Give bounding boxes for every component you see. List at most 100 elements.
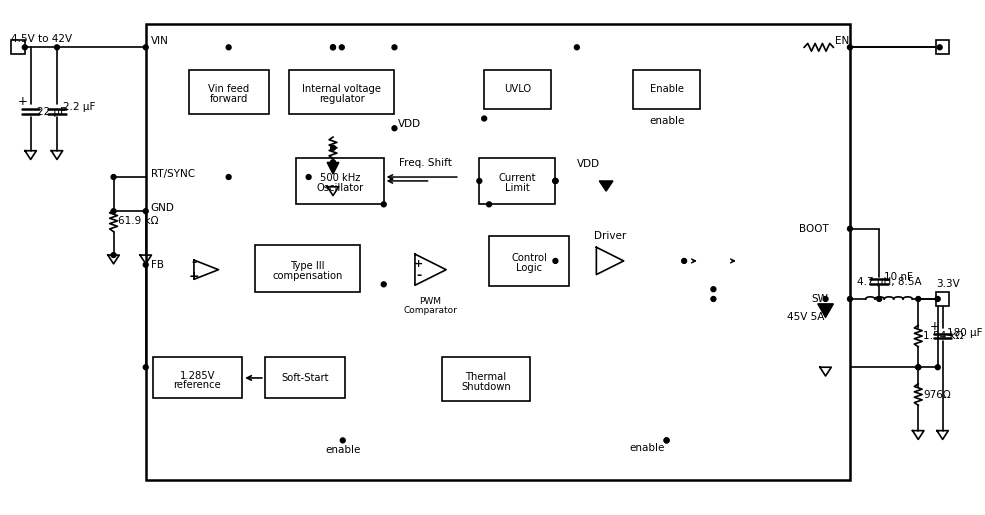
- Circle shape: [227, 175, 231, 179]
- Circle shape: [143, 262, 148, 267]
- Text: compensation: compensation: [273, 271, 343, 281]
- Circle shape: [847, 226, 852, 231]
- Circle shape: [381, 282, 386, 287]
- Circle shape: [553, 259, 558, 263]
- Bar: [296, 158, 384, 204]
- Text: Control: Control: [511, 253, 547, 264]
- Circle shape: [331, 145, 336, 150]
- Circle shape: [23, 45, 28, 50]
- Text: BOOT: BOOT: [799, 224, 828, 234]
- Text: 1.54 kΩ: 1.54 kΩ: [923, 331, 963, 341]
- Bar: [485, 70, 551, 109]
- Text: +: +: [18, 95, 28, 109]
- Circle shape: [143, 45, 148, 50]
- Circle shape: [392, 126, 397, 131]
- Polygon shape: [599, 181, 613, 191]
- Text: GND: GND: [151, 203, 174, 213]
- Text: 4.5V to 42V: 4.5V to 42V: [11, 33, 72, 44]
- Text: 10 nF: 10 nF: [885, 272, 913, 283]
- Circle shape: [227, 45, 231, 50]
- Text: regulator: regulator: [319, 94, 364, 104]
- Text: EN: EN: [835, 36, 850, 46]
- Circle shape: [553, 179, 558, 183]
- Polygon shape: [327, 162, 339, 174]
- Circle shape: [341, 438, 345, 443]
- Circle shape: [331, 160, 336, 165]
- Circle shape: [553, 179, 558, 183]
- Circle shape: [553, 179, 558, 183]
- Polygon shape: [194, 260, 219, 279]
- Text: Shutdown: Shutdown: [461, 382, 511, 392]
- Circle shape: [331, 45, 336, 50]
- Circle shape: [331, 45, 336, 50]
- Circle shape: [392, 45, 397, 50]
- Circle shape: [823, 297, 828, 301]
- Text: VIN: VIN: [151, 36, 168, 46]
- Circle shape: [877, 297, 882, 301]
- Text: Current: Current: [498, 174, 536, 183]
- Text: enable: enable: [649, 115, 685, 126]
- Text: Soft-Start: Soft-Start: [281, 373, 328, 383]
- Circle shape: [711, 297, 716, 301]
- Circle shape: [111, 209, 116, 214]
- Circle shape: [331, 160, 336, 165]
- Text: UVLO: UVLO: [503, 84, 531, 94]
- Text: 22 μF: 22 μF: [37, 107, 66, 117]
- Text: VDD: VDD: [577, 159, 600, 169]
- Circle shape: [847, 45, 852, 50]
- Bar: [153, 357, 242, 399]
- Bar: [480, 158, 556, 204]
- Bar: [11, 41, 25, 54]
- Bar: [442, 357, 530, 401]
- Text: 2.2 μF: 2.2 μF: [63, 102, 96, 112]
- Bar: [255, 245, 361, 292]
- Text: reference: reference: [173, 380, 222, 390]
- Circle shape: [664, 438, 669, 443]
- Text: +: +: [188, 270, 199, 283]
- Text: Comparator: Comparator: [404, 306, 457, 315]
- Text: +: +: [930, 320, 940, 333]
- Text: FB: FB: [151, 260, 164, 270]
- Text: 976Ω: 976Ω: [923, 389, 951, 400]
- Bar: [936, 41, 950, 54]
- Text: 1.285V: 1.285V: [179, 370, 215, 381]
- Text: Thermal: Thermal: [466, 372, 506, 382]
- Circle shape: [143, 365, 148, 370]
- Circle shape: [664, 438, 669, 443]
- Text: PWM: PWM: [420, 297, 441, 306]
- Text: 180 μF: 180 μF: [948, 328, 983, 338]
- Text: Limit: Limit: [505, 183, 530, 193]
- Polygon shape: [596, 247, 624, 274]
- Circle shape: [938, 45, 942, 50]
- Circle shape: [143, 209, 148, 214]
- Text: Vin feed: Vin feed: [208, 84, 249, 94]
- Circle shape: [936, 297, 940, 301]
- Text: enable: enable: [325, 445, 361, 455]
- Text: enable: enable: [629, 443, 665, 453]
- Text: 61.9 kΩ: 61.9 kΩ: [118, 216, 159, 226]
- Text: Type III: Type III: [291, 261, 325, 271]
- Circle shape: [682, 259, 687, 263]
- Text: 4.7 μH, 8.5A: 4.7 μH, 8.5A: [857, 277, 921, 287]
- Text: VDD: VDD: [398, 118, 421, 129]
- Circle shape: [477, 179, 482, 183]
- Circle shape: [54, 45, 59, 50]
- Text: forward: forward: [210, 94, 248, 104]
- Text: 45V 5A: 45V 5A: [787, 312, 823, 321]
- Text: SW: SW: [812, 294, 828, 304]
- Bar: [490, 235, 569, 286]
- Circle shape: [306, 175, 311, 179]
- Bar: [633, 70, 699, 109]
- Bar: [189, 70, 269, 114]
- Text: Logic: Logic: [516, 263, 542, 273]
- Polygon shape: [415, 254, 446, 285]
- Circle shape: [916, 365, 921, 370]
- Circle shape: [916, 365, 921, 370]
- Text: +: +: [415, 259, 424, 269]
- Circle shape: [111, 175, 116, 179]
- Circle shape: [916, 297, 921, 301]
- Circle shape: [711, 287, 716, 291]
- Text: Driver: Driver: [594, 231, 626, 242]
- Text: -: -: [191, 256, 196, 269]
- Bar: [265, 357, 345, 399]
